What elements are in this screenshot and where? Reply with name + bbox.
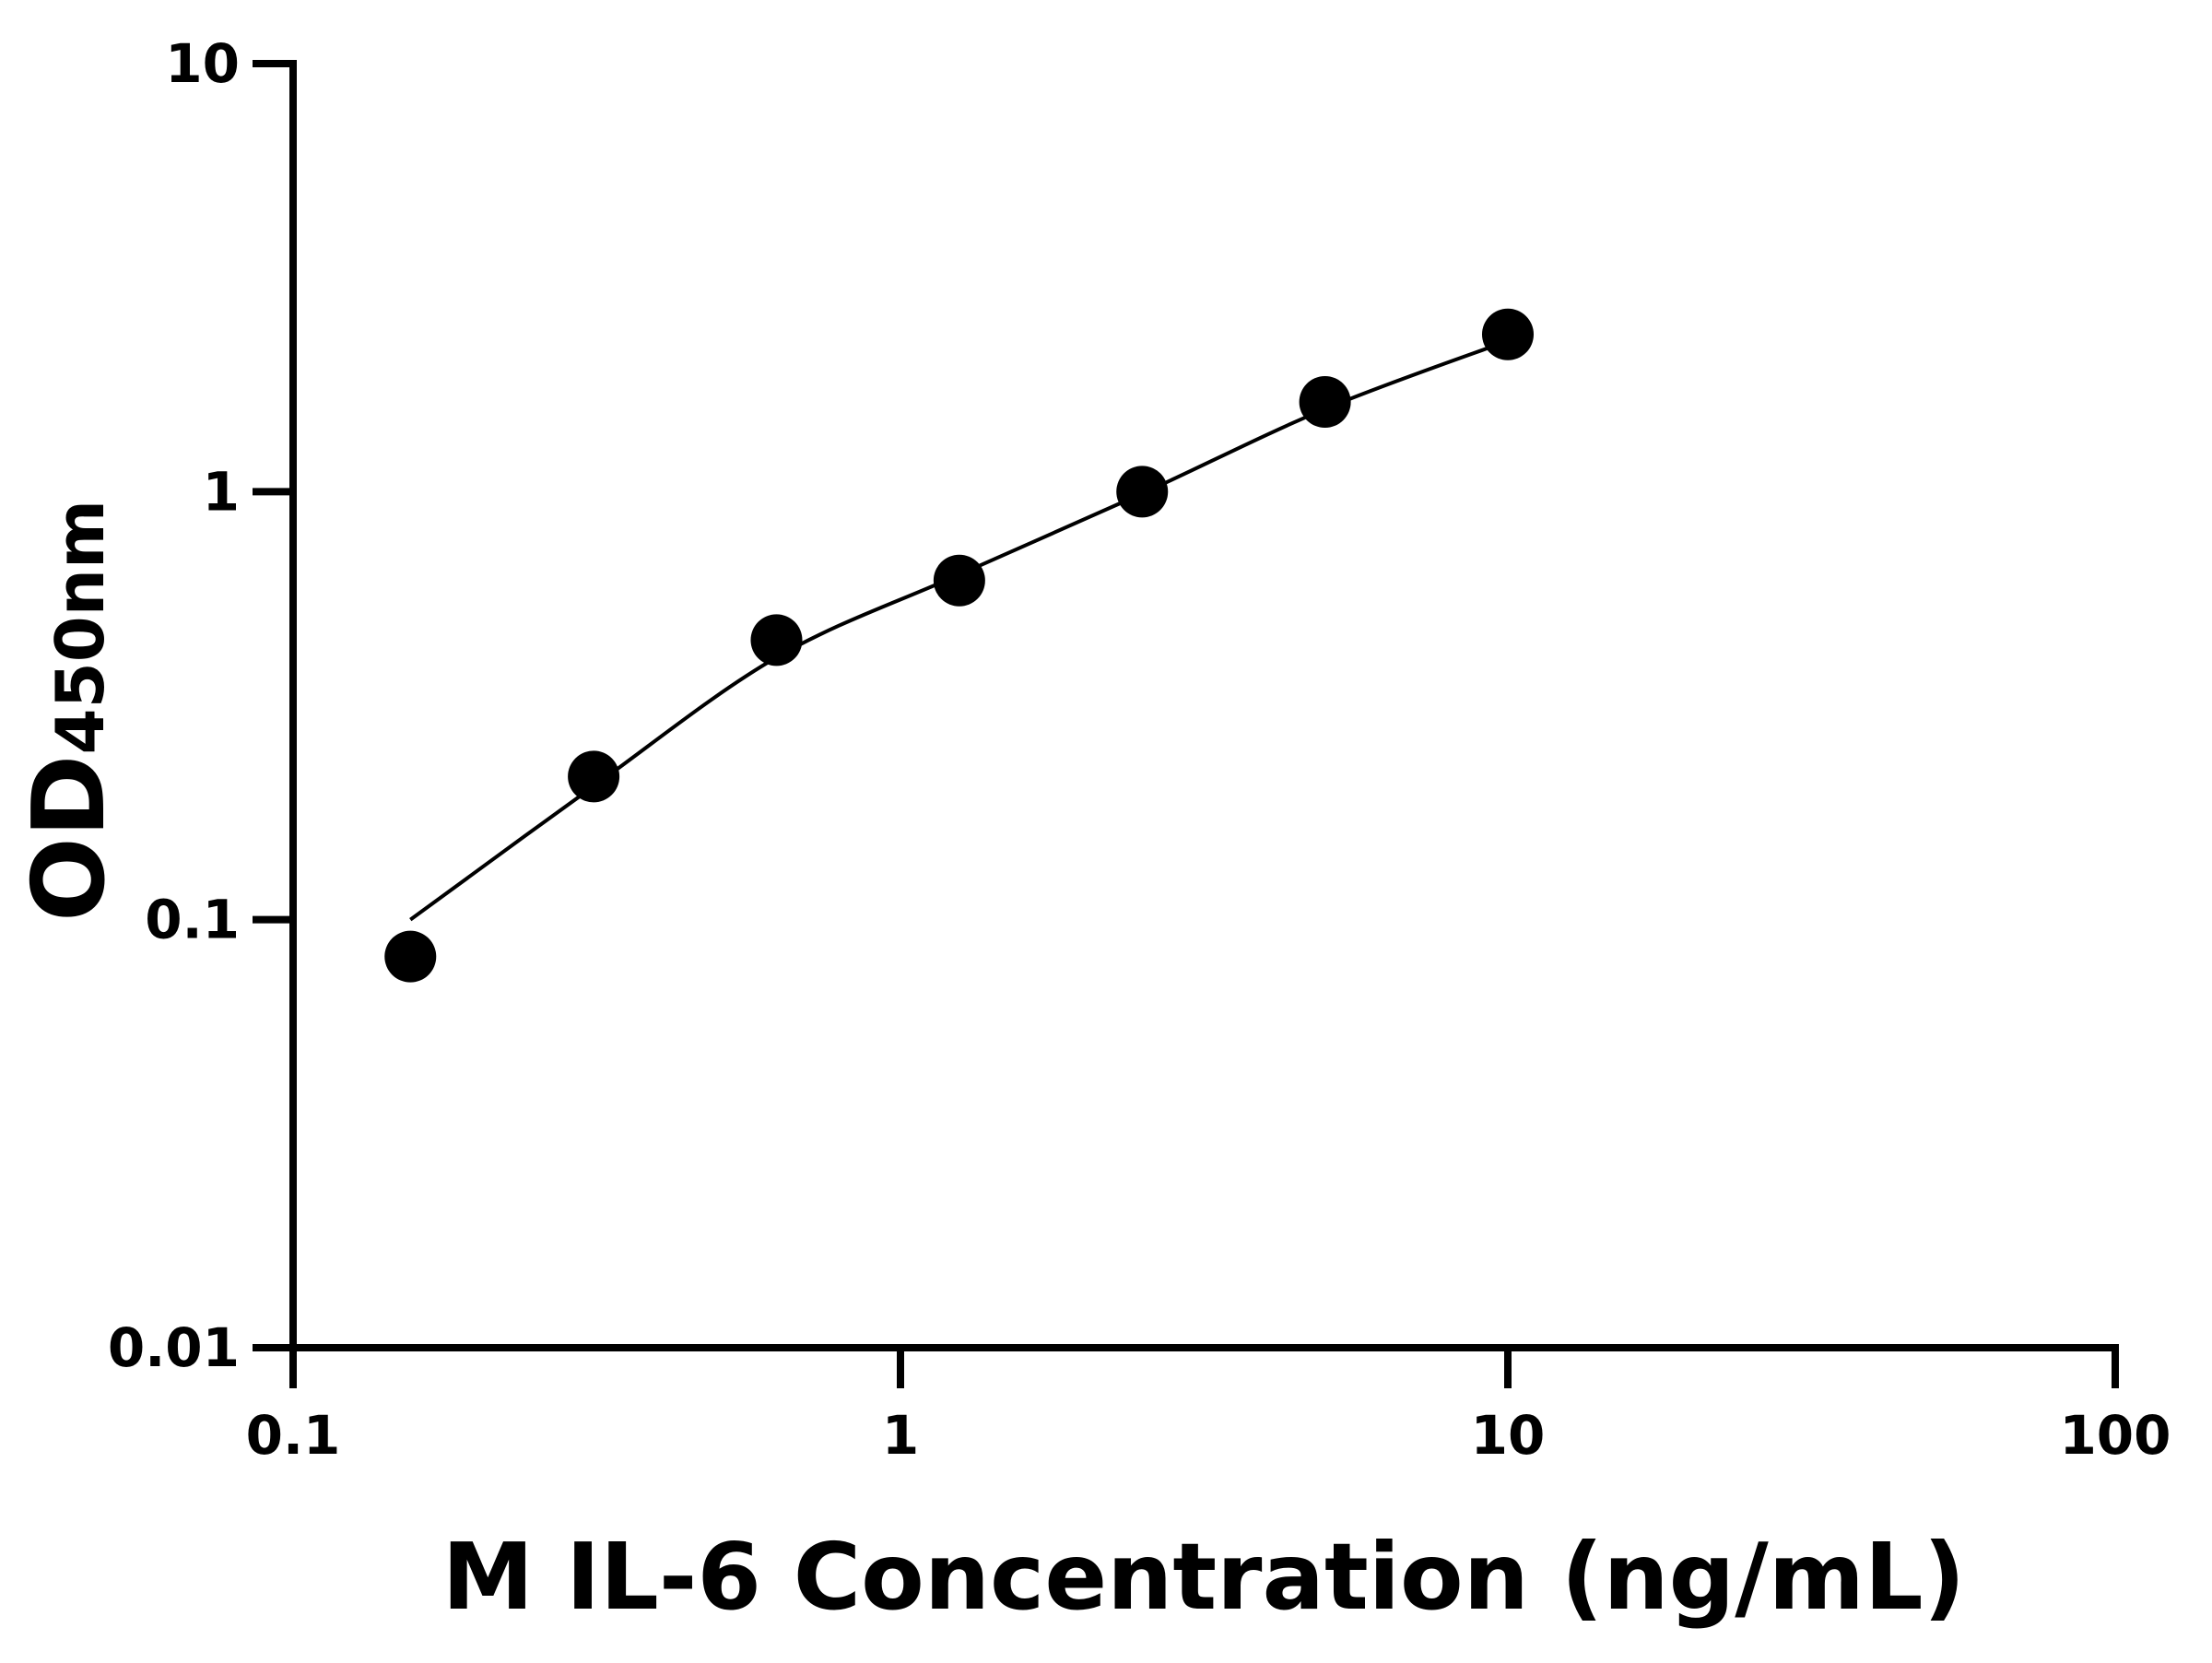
y-axis-title-sub: 450nm: [41, 500, 119, 755]
x-tick-label: 10: [1471, 1404, 1546, 1467]
data-point: [384, 930, 437, 983]
data-point: [568, 750, 620, 803]
fit-curve: [409, 338, 1509, 922]
data-point: [933, 554, 985, 607]
data-point: [750, 614, 803, 666]
y-tick-label: 0.1: [145, 889, 240, 951]
y-tick-label: 0.01: [108, 1316, 240, 1379]
y-axis-title: OD450nm: [12, 500, 127, 922]
y-tick-label: 1: [203, 460, 240, 523]
x-axis-title: M IL-6 Concentration (ng/mL): [442, 1523, 1966, 1631]
y-tick-label: 10: [165, 32, 240, 95]
y-axis-title-main: OD: [12, 755, 127, 922]
data-point: [1116, 466, 1169, 518]
x-tick-label: 1: [882, 1404, 919, 1467]
x-tick-label: 0.1: [246, 1404, 341, 1467]
data-point: [1482, 308, 1534, 360]
data-points: [384, 308, 1534, 983]
data-point: [1299, 376, 1351, 429]
x-tick-label: 100: [2059, 1404, 2171, 1467]
